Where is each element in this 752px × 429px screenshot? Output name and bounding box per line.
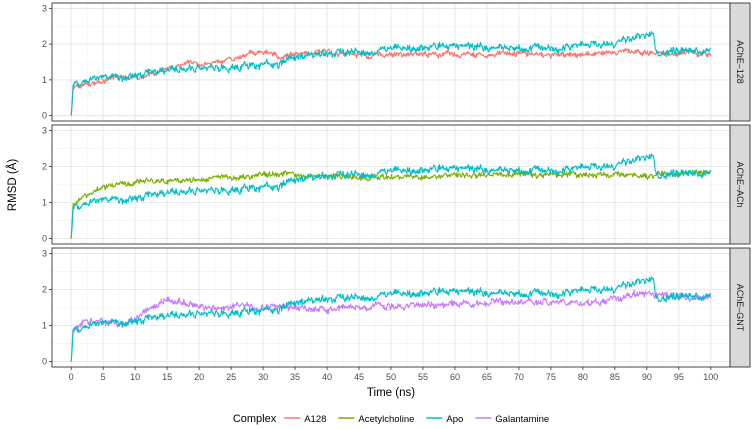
series-line-acetylcholine [70,169,712,239]
y-tick-label: 2 [42,161,47,171]
y-tick-label: 1 [42,75,47,85]
y-axis-title: RMSD (Å) [6,159,19,212]
x-tick-label: 55 [418,372,428,382]
facet-strip-label: AChE–GNT [735,284,745,332]
x-tick-label: 80 [578,372,588,382]
y-tick-label: 3 [42,3,47,13]
y-tick-label: 3 [42,125,47,135]
series-line-a128 [70,48,712,116]
facet-strip [729,247,751,368]
x-axis-title: Time (ns) [367,387,415,399]
series-line-galantamine [70,289,712,362]
x-tick-label: 40 [322,372,332,382]
legend-title: Complex [233,413,277,425]
legend-label-apo: Apo [446,414,463,425]
legend-label-a128: A128 [304,414,326,425]
facet-panel-1: 0 1 2 3 AChE–128 [42,2,751,122]
x-tick-label: 30 [258,372,268,382]
x-tick-label: 45 [354,372,364,382]
x-tick-label: 85 [610,372,620,382]
x-tick-label: 95 [674,372,684,382]
x-tick-label: 65 [482,372,492,382]
facet-strip [729,2,751,122]
y-tick-label: 1 [42,198,47,208]
legend-label-galantamine: Galantamine [495,414,549,425]
x-tick-label: 75 [546,372,556,382]
facet-panel-3: 0 1 2 3 AChE–GNT [42,247,751,368]
y-tick-label: 2 [42,284,47,294]
x-tick-label: 70 [514,372,524,382]
series-line-apo [70,30,711,116]
x-tick-label: 5 [101,372,106,382]
x-tick-label: 20 [194,372,204,382]
y-tick-label: 1 [42,321,47,331]
x-tick-label: 25 [226,372,236,382]
x-tick-label: 90 [642,372,652,382]
legend-label-acetylcholine: Acetylcholine [358,414,414,425]
x-tick-label: 35 [290,372,300,382]
series-line-apo [70,276,711,362]
x-tick-label: 0 [69,372,74,382]
series-line-apo [70,153,711,239]
facet-panel-2: 0 1 2 3 AChE–ACh [42,124,751,245]
y-tick-label: 3 [42,248,47,258]
x-tick-label: 10 [130,372,140,382]
facet-strip-label: AChE–ACh [735,161,745,207]
y-tick-label: 0 [42,234,47,244]
x-tick-label: 100 [703,372,718,382]
x-tick-label: 15 [162,372,172,382]
y-tick-label: 0 [42,111,47,121]
y-tick-label: 2 [42,39,47,49]
facet-strip-label: AChE–128 [735,40,745,84]
facet-strip [729,124,751,245]
x-tick-label: 50 [386,372,396,382]
y-tick-label: 0 [42,357,47,367]
x-tick-label: 60 [450,372,460,382]
